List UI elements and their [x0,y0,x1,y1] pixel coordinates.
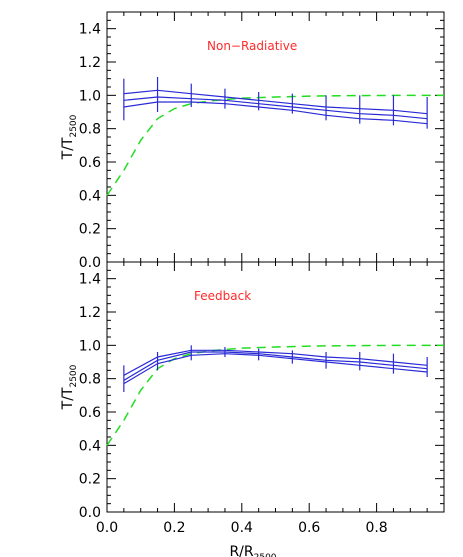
y-tick-label: 0.2 [79,472,101,488]
y-axis-title-subscript: 2500 [69,114,79,137]
y-tick-label: 1.4 [79,22,101,38]
x-tick-label: 0.4 [231,520,253,536]
y-tick-label: 0.2 [79,222,101,238]
y-tick-label: 0.0 [79,255,101,271]
y-tick-label: 1.0 [79,88,101,104]
y-tick-label: 0.0 [79,505,101,521]
profile-line-2 [123,96,428,120]
x-axis-title: R/R2500 [229,544,276,557]
top-panel: 0.0 0.2 0.4 0.6 0.8 1.0 1.2 1.4 T/T2500 Non−Radia… [60,11,445,271]
y-axis-title-main: T/T [60,387,76,410]
y-tick-label: 0.8 [79,122,101,138]
profile-line-3 [123,353,428,385]
profile-line-3 [123,101,428,125]
reference-dashed-curve [106,344,444,446]
profile-line-2 [123,351,428,381]
y-axis-title: T/T2500 [60,114,79,160]
reference-dashed-curve [106,94,444,196]
panel-annotation: Feedback [194,289,251,303]
x-tick-label: 0.6 [298,520,320,536]
bottom-panel: 0.0 0.2 0.4 0.6 0.8 1.0 1.2 1.4 T/T2500 Feedback [60,261,445,521]
panel-annotation: Non−Radiative [207,39,297,53]
y-tick-label: 1.2 [79,305,101,321]
y-tick-label: 0.6 [79,155,101,171]
x-tick-label: 0.0 [96,520,118,536]
x-axis-labels: 0.0 0.2 0.4 0.6 0.8 R/R2500 [96,520,388,557]
x-tick-label: 0.8 [365,520,387,536]
x-tick-label: 0.2 [163,520,185,536]
x-axis-title-main: R/R [229,544,253,557]
plot-frame [106,261,445,513]
y-axis-title-subscript: 2500 [69,364,79,387]
profile-line-1 [123,89,428,115]
profile-line-1 [123,349,428,376]
y-tick-label: 1.0 [79,338,101,354]
y-axis-title: T/T2500 [60,364,79,410]
y-tick-label: 1.2 [79,55,101,71]
y-tick-label: 0.4 [79,188,101,204]
y-tick-label: 1.4 [79,272,101,288]
y-tick-label: 0.6 [79,405,101,421]
y-tick-label: 0.4 [79,438,101,454]
y-axis-title-main: T/T [60,137,76,160]
x-axis-title-subscript: 2500 [254,553,277,557]
y-tick-label: 0.8 [79,372,101,388]
